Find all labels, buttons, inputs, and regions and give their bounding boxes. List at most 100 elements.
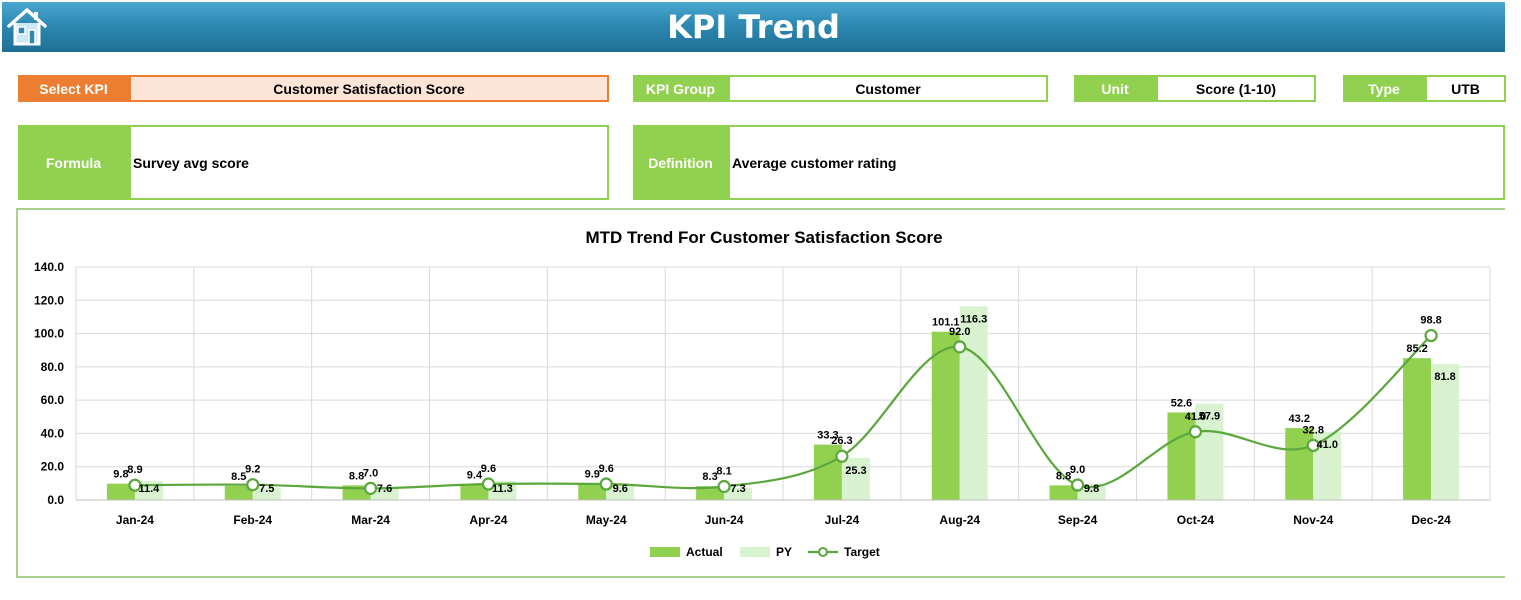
mtd-trend-chart: MTD Trend For Customer Satisfaction Scor… bbox=[34, 228, 1491, 559]
chart-legend: Actual PY Target bbox=[650, 545, 880, 559]
bar-py bbox=[1431, 363, 1460, 500]
x-tick-label: Oct-24 bbox=[1177, 513, 1215, 527]
data-label-target: 32.8 bbox=[1303, 424, 1324, 436]
y-axis: 0.0 20.0 40.0 60.0 80.0 100.0 120.0 140.0 bbox=[34, 260, 64, 507]
data-label-actual: 43.2 bbox=[1289, 413, 1310, 425]
bar-actual bbox=[224, 485, 253, 500]
bar-actual bbox=[460, 484, 489, 500]
data-label-py: 9.6 bbox=[613, 483, 628, 495]
x-tick-label: Nov-24 bbox=[1293, 513, 1333, 527]
data-label-actual: 52.6 bbox=[1171, 397, 1192, 409]
data-label-actual: 8.8 bbox=[349, 470, 364, 482]
x-tick-label: Mar-24 bbox=[351, 513, 390, 527]
bar-py bbox=[841, 457, 870, 500]
y-tick-label: 20.0 bbox=[41, 460, 65, 474]
unit-value: Score (1-10) bbox=[1156, 75, 1316, 102]
data-label-py: 57.9 bbox=[1199, 411, 1220, 423]
data-label-target: 9.6 bbox=[481, 463, 496, 475]
y-tick-label: 100.0 bbox=[34, 327, 64, 341]
target-marker bbox=[1188, 425, 1203, 439]
x-tick-label: Sep-24 bbox=[1058, 513, 1098, 527]
data-label-py: 81.8 bbox=[1434, 371, 1455, 383]
target-marker bbox=[128, 478, 142, 492]
data-label-actual: 9.8 bbox=[113, 469, 128, 481]
bar-py bbox=[606, 484, 635, 500]
data-label-target: 8.1 bbox=[716, 466, 731, 478]
chart-grid bbox=[75, 266, 1491, 501]
data-label-target: 8.9 bbox=[127, 464, 142, 476]
page-title: KPI Trend bbox=[667, 8, 840, 46]
bar-py bbox=[1195, 403, 1224, 500]
title-bar: KPI Trend bbox=[2, 2, 1505, 52]
y-tick-label: 40.0 bbox=[41, 426, 65, 440]
x-tick-label: Feb-24 bbox=[233, 513, 272, 527]
y-tick-label: 120.0 bbox=[34, 293, 64, 307]
data-label-actual: 8.8 bbox=[1056, 470, 1071, 482]
bar-py bbox=[488, 481, 517, 500]
data-label-actual: 101.1 bbox=[932, 317, 960, 329]
data-label-py: 7.6 bbox=[377, 483, 392, 495]
data-label-py: 9.8 bbox=[1084, 483, 1099, 495]
chart-title: MTD Trend For Customer Satisfaction Scor… bbox=[585, 228, 942, 247]
target-marker bbox=[835, 449, 849, 463]
bar-py bbox=[370, 487, 399, 500]
formula-value: Survey avg score bbox=[129, 125, 609, 200]
kpi-group-field: KPI Group Customer bbox=[633, 75, 1048, 102]
bar-actual bbox=[578, 483, 607, 500]
target-marker bbox=[599, 477, 613, 491]
type-value: UTB bbox=[1425, 75, 1506, 102]
legend-label-actual: Actual bbox=[686, 545, 723, 559]
bars bbox=[106, 306, 1460, 500]
legend-marker-target bbox=[818, 547, 828, 557]
data-label-target: 26.3 bbox=[831, 435, 852, 447]
data-label-target: 9.0 bbox=[1070, 464, 1085, 476]
bar-actual bbox=[1285, 428, 1314, 500]
bar-py bbox=[959, 306, 988, 500]
legend-swatch-actual bbox=[650, 547, 680, 557]
select-kpi-dropdown[interactable]: Customer Satisfaction Score bbox=[129, 75, 609, 102]
kpi-group-value: Customer bbox=[728, 75, 1048, 102]
data-label-target: 9.2 bbox=[245, 464, 260, 476]
data-label-py: 7.3 bbox=[730, 483, 745, 495]
formula-box: Formula Survey avg score bbox=[18, 125, 609, 200]
y-tick-label: 80.0 bbox=[41, 360, 65, 374]
formula-label: Formula bbox=[18, 125, 129, 200]
x-tick-label: Jun-24 bbox=[705, 513, 744, 527]
data-label-py: 7.5 bbox=[259, 483, 274, 495]
bar-py bbox=[252, 487, 281, 500]
type-field: Type UTB bbox=[1343, 75, 1506, 102]
x-tick-label: Apr-24 bbox=[469, 513, 507, 527]
unit-label: Unit bbox=[1074, 75, 1156, 102]
target-marker bbox=[953, 340, 967, 354]
target-marker bbox=[481, 477, 496, 491]
home-icon[interactable] bbox=[6, 6, 48, 48]
data-label-py: 116.3 bbox=[960, 313, 987, 325]
x-tick-label: Aug-24 bbox=[939, 513, 980, 527]
kpi-group-label: KPI Group bbox=[633, 75, 728, 102]
select-kpi-field: Select KPI Customer Satisfaction Score bbox=[18, 75, 609, 102]
bar-actual bbox=[1403, 358, 1432, 500]
x-tick-label: Dec-24 bbox=[1411, 513, 1451, 527]
data-label-py: 11.4 bbox=[139, 483, 161, 495]
y-tick-label: 0.0 bbox=[47, 493, 64, 507]
data-label-target: 7.0 bbox=[363, 467, 378, 479]
select-kpi-label: Select KPI bbox=[18, 75, 129, 102]
y-tick-label: 60.0 bbox=[41, 393, 65, 407]
type-label: Type bbox=[1343, 75, 1425, 102]
target-marker bbox=[1070, 478, 1085, 492]
bar-actual bbox=[696, 486, 725, 500]
data-labels: 9.811.48.98.57.59.28.87.67.0 9.411.39.6 9.… bbox=[113, 313, 1456, 495]
definition-box: Definition Average customer rating bbox=[633, 125, 1505, 200]
target-marker bbox=[246, 478, 260, 492]
y-tick-label: 140.0 bbox=[34, 260, 64, 274]
bar-actual bbox=[1049, 485, 1078, 500]
legend-label-py: PY bbox=[776, 545, 792, 559]
bar-actual bbox=[1167, 412, 1196, 500]
data-label-py: 41.0 bbox=[1317, 439, 1338, 451]
bar-py bbox=[724, 487, 753, 500]
x-tick-label: Jan-24 bbox=[116, 513, 154, 527]
data-label-actual: 8.5 bbox=[231, 471, 246, 483]
data-label-actual: 9.9 bbox=[585, 469, 600, 481]
data-label-target: 92.0 bbox=[949, 326, 970, 338]
bar-actual bbox=[106, 483, 135, 500]
